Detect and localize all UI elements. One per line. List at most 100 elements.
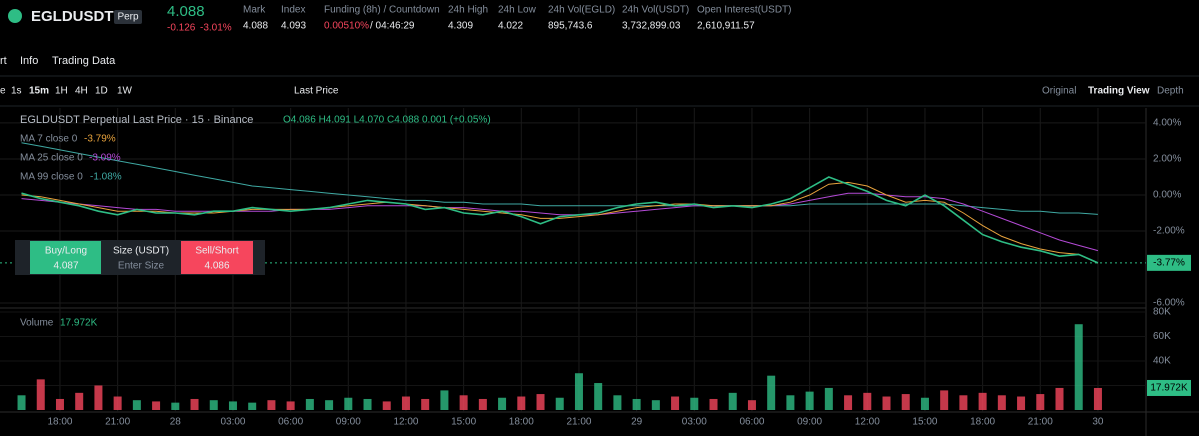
volume-bar [209,400,218,410]
legend-name: MA 7 close 0 [20,134,78,145]
x-tick-label: 21:00 [1028,417,1053,428]
x-tick-label: 18:00 [509,417,534,428]
interval[interactable]: e [0,86,6,97]
badge-bg [114,10,142,24]
volume-bar [747,400,756,410]
volume-label-bg [1147,379,1191,396]
volume-bar [152,401,161,410]
volume-bar [920,397,929,410]
sell-price[interactable]: 4.086 [204,261,229,272]
y-tick-label: -6.00% [1153,298,1185,309]
volume-bar [997,395,1006,410]
volume-bar [690,397,699,410]
x-tick-label: 12:00 [855,417,880,428]
interval[interactable]: 1s [11,86,22,97]
interval[interactable]: 1W [117,86,133,97]
sell-label[interactable]: Sell/Short [195,246,239,257]
volume-bar [325,400,334,410]
buy-button[interactable] [30,241,101,274]
interval[interactable]: 1H [55,86,68,97]
volume-bar [382,401,391,410]
interval[interactable]: 4H [75,86,88,97]
stat-value: 4.022 [498,21,523,32]
y-tick-label: 60K [1153,331,1171,342]
volume-bar [517,396,526,410]
volume-bar [767,375,776,410]
y-tick-label: 40K [1153,356,1171,367]
stat-label: 24h High [448,5,488,16]
stat-label: Open Interest(USDT) [697,5,791,16]
volume-bar [248,402,257,410]
stat-label: Funding (8h) / Countdown [324,5,440,16]
volume-title: Volume [20,318,54,329]
stat-label: Mark [243,5,266,16]
legend-value: -3.09% [89,153,121,164]
change-pct: -3.01% [200,23,232,34]
volume-value: 17.972K [60,318,98,329]
volume-bar [171,402,180,410]
stat-extra: / 04:46:29 [370,21,415,32]
volume-bar [805,391,814,410]
buy-label[interactable]: Buy/Long [45,246,87,257]
volume-bar [574,373,583,410]
x-tick-label: 21:00 [566,417,591,428]
view[interactable]: Trading View [1088,86,1150,97]
x-tick-label: 21:00 [105,417,130,428]
current-label-bg [1147,254,1191,271]
volume-bar [1017,396,1026,410]
interval[interactable]: 1D [95,86,108,97]
x-tick-label: 28 [170,417,182,428]
interval[interactable]: 15m [29,86,49,97]
stat-label: 24h Low [498,5,537,16]
stat-value: 4.088 [243,21,268,32]
x-tick-label: 09:00 [336,417,361,428]
tab[interactable]: Info [20,55,38,67]
volume-bar [459,395,468,410]
y-tick-label: -2.00% [1153,226,1185,237]
volume-bar [228,401,237,410]
symbol[interactable]: EGLDUSDT [31,8,114,25]
legend-title: EGLDUSDT Perpetual Last Price · 15 · Bin… [20,114,253,126]
x-tick-label: 12:00 [393,417,418,428]
volume-bar [1074,324,1083,410]
view[interactable]: Original [1042,86,1076,97]
tab[interactable]: rt [0,55,7,67]
y-tick-label: 0.00% [1153,190,1181,201]
volume-bar [940,390,949,410]
ma-line [21,192,1099,252]
volume-bar [401,396,410,410]
volume-bar [901,394,910,410]
volume-bar [594,383,603,410]
price-type[interactable]: Last Price [294,86,339,97]
volume-bar [824,387,833,410]
legend-name: MA 99 close 0 [20,172,83,183]
x-tick-label: 29 [631,417,643,428]
x-tick-label: 03:00 [220,417,245,428]
volume-bar [1036,394,1045,410]
ma-line [21,142,1098,215]
volume-bar [55,398,64,410]
volume-bar [728,392,737,410]
change: -0.126 [167,23,196,34]
size-label: Size (USDT) [113,246,169,257]
view[interactable]: Depth [1157,86,1184,97]
volume-bar [132,400,141,410]
y-tick-label: 4.00% [1153,118,1181,129]
stat-value: 2,610,911.57 [697,21,755,32]
buy-price[interactable]: 4.087 [53,261,78,272]
current-label: -3.77% [1153,257,1185,268]
legend-ohlc: O4.086 H4.091 L4.070 C4.088 0.001 (+0.05… [283,115,491,126]
volume-bar [882,396,891,410]
volume-bar [75,392,84,410]
volume-bar [478,398,487,410]
volume-bar [36,379,45,410]
volume-bar [959,395,968,410]
tab[interactable]: Trading Data [52,55,116,67]
price-line [21,176,1099,264]
sell-button[interactable] [181,241,253,274]
volume-bar [498,397,507,410]
volume-bar [1055,387,1064,410]
size-input[interactable]: Enter Size [118,261,165,272]
